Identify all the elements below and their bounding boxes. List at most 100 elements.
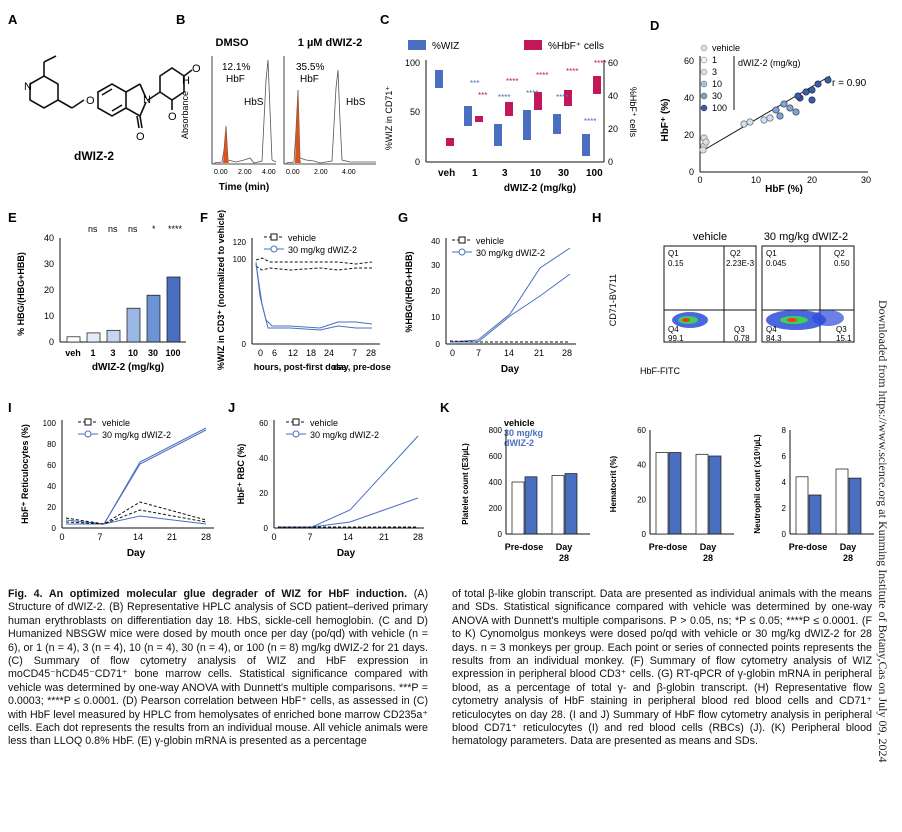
h-q3-value: 15.1	[836, 334, 852, 343]
flow-cytometry: vehicle 30 mg/kg dWIZ-2 CD71-BV711 HbF-F…	[608, 231, 855, 376]
f-xtick: 18	[306, 348, 316, 358]
k-bar	[551, 475, 565, 535]
atom-o4: O	[168, 111, 177, 123]
i-xlabel: Day	[127, 548, 146, 559]
j-ylabel: HbF⁺ RBC (%)	[236, 444, 246, 505]
k-ytick: 6	[782, 452, 787, 461]
c-ylabel-left: %WIZ in CD71⁺	[384, 86, 394, 151]
hplc-pct-dwiz: 35.5%	[296, 62, 324, 73]
c-sig: ****	[526, 89, 538, 98]
k-legend-drug-2: dWIZ-2	[504, 438, 534, 448]
e-category: 10	[128, 348, 138, 358]
k-bar	[708, 455, 722, 535]
k-ytick: 0	[642, 530, 647, 539]
atom-nh: H	[182, 75, 190, 87]
e-bar	[126, 307, 141, 343]
f-xtick: 12	[288, 348, 298, 358]
hplc-dmso-title: DMSO	[216, 37, 249, 49]
e-xlabel: dWIZ-2 (mg/kg)	[92, 362, 164, 373]
e-category: 3	[110, 348, 115, 358]
k-bar	[511, 481, 525, 535]
box-wiz-3	[494, 124, 502, 146]
k-bar	[795, 476, 809, 535]
e-sig: ns	[128, 224, 138, 234]
compound-name: dWIZ-2	[74, 149, 114, 163]
e-sig: ****	[168, 224, 183, 234]
j-legend-vehicle: vehicle	[310, 418, 338, 428]
g-ytick: 20	[431, 287, 440, 296]
j-ytick: 40	[259, 454, 268, 463]
correlation-scatter: HbF⁺ (%) HbF (%) 0 20 40 60 0 10 20 30 r…	[660, 43, 871, 195]
g-xtick: 14	[504, 348, 514, 358]
c-sig: ****	[536, 71, 548, 80]
g-xtick: 0	[450, 348, 455, 358]
i-xtick: 14	[133, 532, 143, 542]
k-ytick: 600	[489, 452, 503, 461]
e-bar	[86, 332, 101, 343]
d-legend-item: vehicle	[712, 43, 740, 53]
i-ytick: 80	[47, 440, 56, 449]
f-ytick: 100	[233, 255, 247, 264]
h-ylabel: CD71-BV711	[608, 274, 618, 326]
caption-left-text: (A) Structure of dWIZ-2. (B) Representat…	[8, 588, 428, 748]
k-ytick: 40	[637, 461, 646, 470]
j-xtick: 7	[307, 532, 312, 542]
k-ytick: 0	[782, 530, 787, 539]
panel-label-a: A	[8, 12, 18, 27]
c-sig: ***	[478, 91, 487, 100]
j-xlabel: Day	[337, 548, 356, 559]
box-wiz-30	[553, 114, 561, 134]
hplc-dwiz-title: 1 µM dWIZ-2	[298, 37, 362, 49]
c-ytick-r: 60	[608, 58, 618, 68]
atom-o2: O	[136, 131, 145, 143]
i-ytick: 60	[47, 461, 56, 470]
k-category: 28	[703, 553, 713, 563]
i-xtick: 7	[97, 532, 102, 542]
atom-n1: N	[24, 81, 32, 93]
f-xtick: 6	[272, 348, 277, 358]
j-xtick: 28	[413, 532, 423, 542]
f-ylabel: %WIZ in CD3⁺ (normalized to vehicle)	[216, 210, 226, 370]
h-q3-label: Q3	[734, 325, 745, 334]
hbf-rbc: HbF⁺ RBC (%) vehicle 30 mg/kg dWIZ-2 0 7…	[236, 418, 424, 559]
e-ytick: 40	[44, 233, 54, 243]
e-ytick: 0	[49, 337, 54, 347]
panel-label-c: C	[380, 12, 390, 27]
hplc-hbs-label-2: HbS	[346, 97, 366, 108]
k-category: 28	[843, 553, 853, 563]
c-cat: 1	[472, 168, 478, 179]
h-q2-label: Q2	[834, 249, 845, 258]
g-xtick: 28	[562, 348, 572, 358]
box-wiz-1	[464, 106, 472, 126]
k-ytick: 20	[637, 495, 646, 504]
hplc-tick: 2.00	[238, 169, 252, 176]
g-xlabel: Day	[501, 364, 520, 375]
g-ytick: 30	[431, 261, 440, 270]
g-xtick: 7	[476, 348, 481, 358]
panel-label-b: B	[176, 12, 185, 27]
k-ytick: 0	[498, 530, 503, 539]
k-category: Day	[700, 542, 717, 552]
d-legend-item: 3	[712, 67, 717, 77]
e-ytick: 20	[44, 285, 54, 295]
legend-hbf: %HbF⁺ cells	[548, 41, 604, 52]
k-bar	[848, 477, 862, 535]
k-bar	[695, 453, 709, 535]
d-xlabel: HbF (%)	[765, 184, 803, 195]
d-legend-item: 1	[712, 55, 717, 65]
panel-label-k: K	[440, 400, 450, 415]
e-ylabel: % HBG/(HBG+HBB)	[16, 252, 26, 336]
hbg-bar-chart: % HBG/(HBG+HBB) 0 10 20 30 40 ns ns ns *…	[16, 224, 186, 373]
g-ytick: 10	[431, 313, 440, 322]
caption-title: Fig. 4. An optimized molecular glue degr…	[8, 588, 408, 600]
h-q1-value: 0.15	[668, 259, 684, 268]
e-sig: ns	[108, 224, 118, 234]
box-hbf-3	[505, 102, 513, 116]
hplc-pct-dmso: 12.1%	[222, 62, 250, 73]
h-q1-value: 0.045	[766, 259, 787, 268]
c-cat: veh	[438, 168, 455, 179]
d-ylabel: HbF⁺ (%)	[660, 98, 671, 141]
f-legend-drug: 30 mg/kg dWIZ-2	[288, 245, 357, 255]
hplc-tick: 2.00	[314, 169, 328, 176]
e-ytick: 10	[44, 311, 54, 321]
